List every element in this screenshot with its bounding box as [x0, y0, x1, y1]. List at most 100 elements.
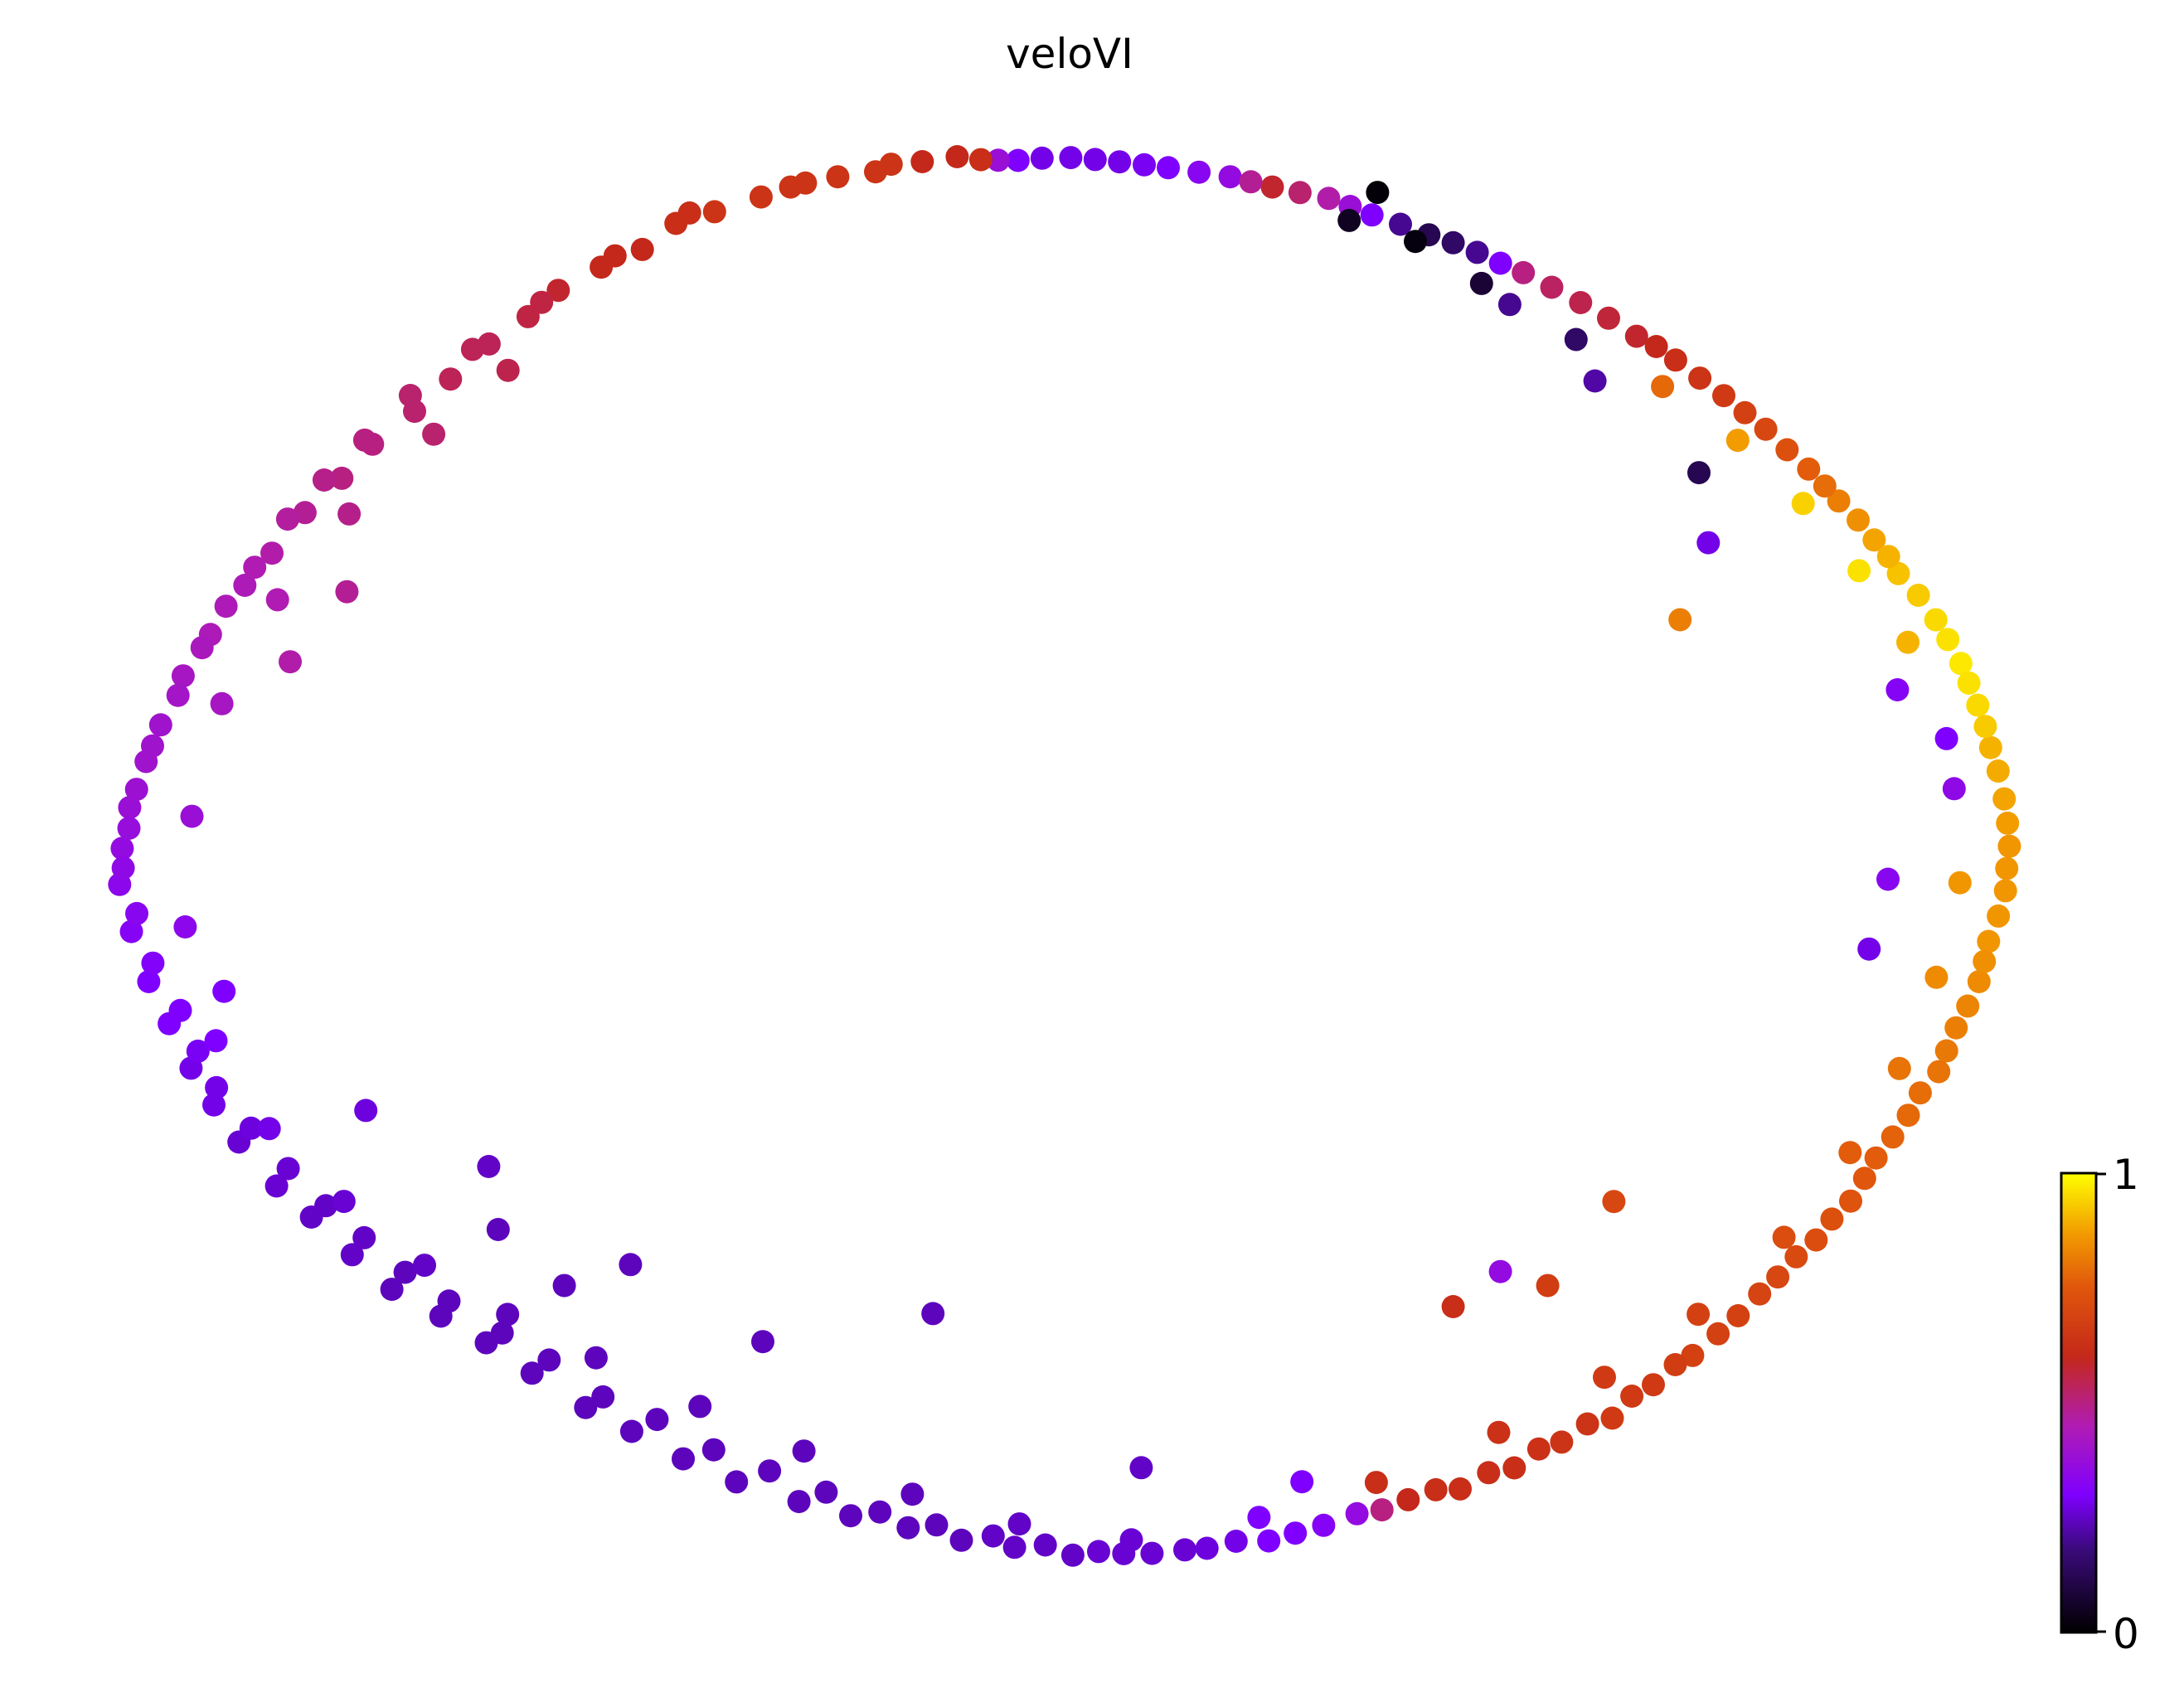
- colorbar-label-min: 0: [2113, 1610, 2139, 1658]
- scatter-point: [180, 804, 204, 828]
- scatter-point: [1366, 181, 1390, 205]
- scatter-point: [166, 683, 190, 707]
- scatter-point: [1651, 375, 1675, 399]
- scatter-point: [1140, 1541, 1164, 1565]
- scatter-point: [1290, 1470, 1314, 1494]
- scatter-point: [265, 1174, 289, 1198]
- scatter-point: [792, 1439, 816, 1463]
- scatter-point: [460, 337, 484, 361]
- scatter-point: [214, 594, 238, 618]
- scatter-point: [354, 1099, 378, 1123]
- scatter-point: [118, 796, 142, 819]
- colorbar-gradient: [2060, 1171, 2098, 1634]
- scatter-point: [603, 244, 627, 268]
- scatter-point: [477, 1155, 501, 1178]
- scatter-point: [1927, 1060, 1951, 1084]
- scatter-point: [1317, 187, 1341, 211]
- scatter-point: [1934, 726, 1958, 750]
- scatter-point: [546, 279, 570, 303]
- scatter-point: [393, 1260, 417, 1284]
- scatter-point: [335, 580, 359, 604]
- scatter-point: [1129, 1456, 1153, 1480]
- scatter-point: [1488, 251, 1512, 275]
- scatter-point: [1257, 1529, 1281, 1553]
- scatter-point: [340, 1243, 364, 1267]
- scatter-point: [117, 817, 141, 840]
- scatter-point: [202, 1093, 226, 1117]
- scatter-point: [910, 150, 934, 173]
- scatter-point: [1642, 1373, 1665, 1397]
- scatter-point: [1956, 994, 1980, 1018]
- scatter-point: [173, 915, 197, 939]
- scatter-point: [265, 588, 289, 612]
- scatter-point: [1550, 1430, 1574, 1454]
- scatter-point: [949, 1528, 973, 1552]
- scatter-point: [1644, 335, 1668, 358]
- scatter-point: [1133, 153, 1156, 177]
- scatter-point: [210, 691, 234, 715]
- scatter-point: [439, 367, 463, 391]
- scatter-point: [1797, 457, 1821, 481]
- scatter-point: [751, 1330, 774, 1354]
- scatter-point: [1108, 150, 1132, 174]
- scatter-point: [1033, 1533, 1057, 1557]
- scatter-point: [1944, 1016, 1968, 1040]
- scatter-point: [1218, 165, 1242, 189]
- scatter-point: [1977, 929, 2001, 953]
- scatter-point: [787, 1490, 811, 1514]
- scatter-point: [1725, 429, 1750, 453]
- scatter-point: [868, 1500, 892, 1524]
- scatter-point: [171, 664, 195, 688]
- scatter-point: [1404, 230, 1427, 254]
- scatter-points: [108, 145, 2021, 1567]
- scatter-point: [111, 856, 135, 880]
- scatter-point: [1583, 369, 1607, 393]
- scatter-point: [879, 153, 903, 177]
- scatter-point: [584, 1346, 608, 1370]
- scatter-point: [1688, 366, 1712, 390]
- scatter-point: [1881, 1125, 1905, 1149]
- scatter-point: [1173, 1538, 1196, 1562]
- scatter-point: [1337, 208, 1361, 232]
- scatter-point: [1948, 871, 1972, 895]
- scatter-point: [1896, 1104, 1920, 1128]
- scatter-point: [1852, 1167, 1876, 1191]
- scatter-point: [1389, 212, 1412, 236]
- scatter-point: [239, 1116, 263, 1140]
- scatter-point: [1487, 1420, 1511, 1444]
- scatter-point: [552, 1273, 576, 1298]
- scatter-point: [1766, 1265, 1790, 1289]
- scatter-point: [1526, 1437, 1551, 1461]
- scatter-point: [814, 1480, 838, 1504]
- scatter-point: [1993, 879, 2017, 903]
- scatter-point: [986, 148, 1010, 172]
- scatter-point: [688, 1395, 712, 1419]
- scatter-point: [520, 1361, 544, 1385]
- scatter-point: [1973, 715, 1997, 739]
- scatter-point: [725, 1470, 749, 1494]
- scatter-point: [1896, 630, 1919, 654]
- scatter-point: [496, 1302, 520, 1327]
- scatter-point: [839, 1504, 862, 1528]
- scatter-point: [1696, 531, 1721, 555]
- scatter-point: [672, 1447, 695, 1471]
- scatter-point: [1924, 608, 1948, 632]
- scatter-point: [1996, 811, 2020, 835]
- scatter-point: [413, 1254, 436, 1278]
- scatter-point: [275, 507, 299, 531]
- scatter-point: [1441, 230, 1465, 255]
- scatter-point: [1754, 417, 1778, 441]
- scatter-point: [1772, 1225, 1796, 1249]
- scatter-point: [677, 201, 701, 225]
- scatter-point: [312, 468, 336, 492]
- scatter-point: [925, 1513, 949, 1537]
- scatter-point: [1957, 671, 1981, 695]
- scatter-point: [1575, 1412, 1599, 1436]
- scatter-point: [1497, 293, 1522, 317]
- scatter-point: [826, 165, 850, 189]
- scatter-point: [352, 1225, 376, 1249]
- scatter-point: [141, 734, 164, 758]
- scatter-point: [645, 1408, 669, 1432]
- scatter-point: [1465, 240, 1489, 264]
- colorbar: 1 0: [2060, 1151, 2139, 1658]
